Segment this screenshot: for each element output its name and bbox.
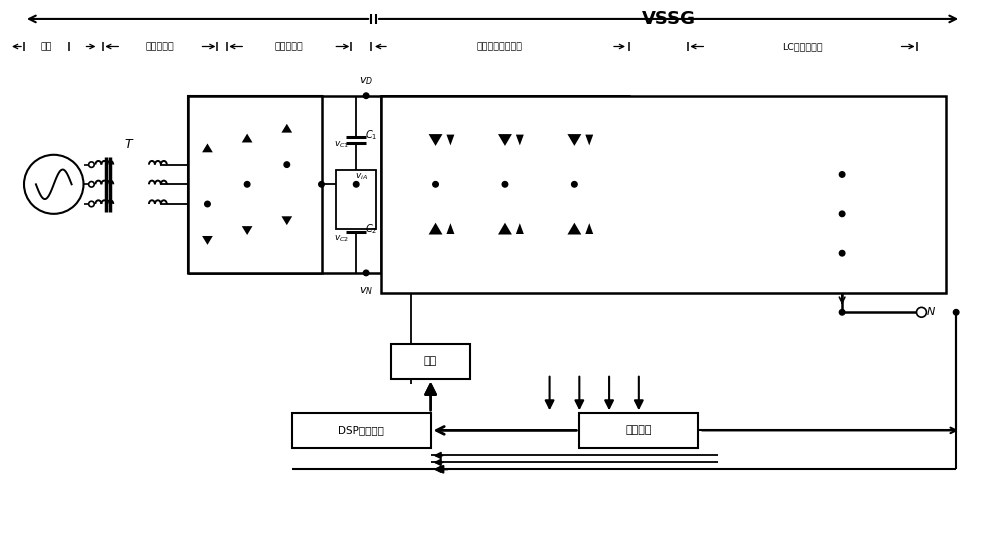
Text: 三相桥式逆变电路: 三相桥式逆变电路: [477, 42, 523, 51]
Circle shape: [839, 251, 845, 256]
Circle shape: [89, 182, 94, 187]
Text: $i_L$: $i_L$: [620, 158, 628, 172]
Text: $v_{C2}$: $v_{C2}$: [334, 233, 349, 244]
Circle shape: [89, 162, 94, 167]
Polygon shape: [446, 135, 454, 146]
Text: $v_{C1}$: $v_{C1}$: [334, 140, 349, 150]
Text: L1: L1: [927, 169, 940, 180]
Text: $v_{iB}$: $v_{iB}$: [379, 201, 393, 213]
Polygon shape: [429, 223, 442, 235]
Text: N: N: [927, 307, 936, 317]
Bar: [188, 96, 322, 273]
Circle shape: [244, 182, 250, 187]
Text: T: T: [124, 139, 132, 151]
Text: DSP控制单元: DSP控制单元: [338, 425, 384, 435]
Text: $i_C$: $i_C$: [852, 276, 862, 289]
Circle shape: [916, 169, 926, 180]
Polygon shape: [498, 134, 512, 146]
Bar: [579, 413, 698, 448]
Bar: [381, 96, 946, 293]
Text: 不控整流桥: 不控整流桥: [275, 42, 304, 51]
Text: $v_D$: $v_D$: [359, 75, 373, 87]
Bar: [336, 169, 376, 229]
Circle shape: [502, 182, 508, 187]
Text: 升压变压器: 升压变压器: [146, 42, 175, 51]
Text: 采样电路: 采样电路: [626, 425, 652, 435]
Polygon shape: [585, 135, 593, 146]
Circle shape: [433, 182, 438, 187]
Text: $L$: $L$: [702, 151, 710, 163]
Circle shape: [916, 308, 926, 317]
Bar: [381, 96, 629, 273]
Circle shape: [839, 310, 845, 315]
Circle shape: [205, 201, 210, 207]
Text: 驱动: 驱动: [424, 357, 437, 367]
Text: $C_1$: $C_1$: [365, 128, 377, 142]
Text: L3: L3: [927, 248, 940, 258]
Circle shape: [572, 182, 577, 187]
Circle shape: [24, 155, 84, 214]
Polygon shape: [585, 223, 593, 234]
Circle shape: [632, 247, 645, 260]
Polygon shape: [516, 135, 524, 146]
Text: L2: L2: [927, 209, 940, 219]
Polygon shape: [516, 223, 524, 234]
Text: $v_{iA}$: $v_{iA}$: [394, 161, 408, 173]
Text: $i_o$: $i_o$: [783, 158, 792, 172]
Text: 电网: 电网: [40, 42, 52, 51]
Polygon shape: [429, 134, 442, 146]
Circle shape: [89, 201, 94, 207]
Circle shape: [916, 209, 926, 219]
Text: $v_{iA}$: $v_{iA}$: [355, 171, 368, 182]
Text: $v_{sB}$: $v_{sB}$: [795, 203, 810, 215]
Bar: [391, 344, 470, 379]
Polygon shape: [567, 223, 581, 235]
Text: $v_N$: $v_N$: [359, 285, 373, 296]
Circle shape: [953, 310, 959, 315]
Polygon shape: [498, 223, 512, 235]
Bar: [292, 413, 431, 448]
Polygon shape: [281, 216, 292, 225]
Circle shape: [319, 182, 324, 187]
Text: $v_{sA}$: $v_{sA}$: [795, 164, 810, 175]
Circle shape: [916, 248, 926, 258]
Circle shape: [363, 93, 369, 99]
Circle shape: [363, 270, 369, 276]
Circle shape: [839, 172, 845, 177]
Text: VSSG: VSSG: [642, 10, 696, 28]
Polygon shape: [446, 223, 454, 234]
Text: $C$: $C$: [783, 277, 792, 289]
Circle shape: [632, 207, 645, 220]
Circle shape: [353, 182, 359, 187]
Circle shape: [284, 162, 290, 167]
Circle shape: [839, 211, 845, 216]
Text: $v_{sC}$: $v_{sC}$: [794, 243, 810, 254]
Text: $C_2$: $C_2$: [365, 222, 377, 236]
Polygon shape: [567, 134, 581, 146]
Polygon shape: [202, 143, 213, 152]
Polygon shape: [202, 236, 213, 245]
Polygon shape: [242, 226, 252, 235]
Polygon shape: [242, 134, 252, 142]
Text: LC低通滤波器: LC低通滤波器: [782, 42, 823, 51]
Text: $v_{iC}$: $v_{iC}$: [379, 240, 393, 252]
Polygon shape: [281, 124, 292, 133]
Circle shape: [632, 168, 645, 181]
Bar: [188, 96, 322, 273]
